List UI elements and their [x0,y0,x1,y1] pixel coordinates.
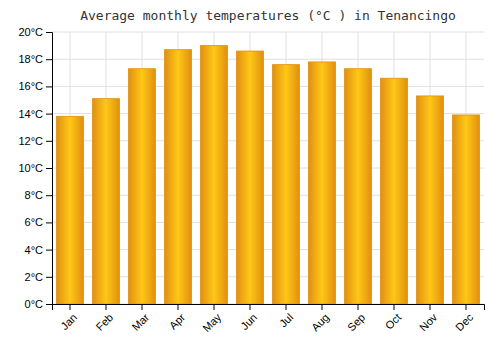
x-tick: May [200,304,224,334]
x-tick-label: Apr [167,311,188,332]
y-tick-label: 12°C [18,135,43,147]
x-tick-mark [250,304,251,310]
x-axis-line [53,305,485,311]
y-tick-label: 16°C [18,80,43,92]
x-tick-label: Jan [58,311,79,332]
y-tick: 20°C [18,26,52,38]
x-tick-label: Mar [129,311,151,333]
y-tick-mark [46,250,52,251]
y-tick-mark [46,277,52,278]
x-tick-mark [142,304,143,310]
y-tick: 2°C [25,271,52,283]
x-tick: Nov [417,304,440,333]
x-tick-mark [394,304,395,310]
x-axis: Jan Feb Mar Apr May Jun Jul Aug Sep Oct Nov Dec [53,304,485,334]
y-tick-label: 4°C [25,244,44,256]
y-tick-mark [46,86,52,87]
x-tick: Dec [453,304,476,333]
y-tick-mark [46,168,52,169]
bar [453,115,480,304]
x-tick: Jul [277,304,295,330]
y-tick-label: 10°C [18,162,43,174]
bar [201,46,228,304]
bar [237,51,264,304]
y-tick: 0°C [25,298,52,310]
x-tick-label: May [200,311,224,335]
bar [273,65,300,304]
x-tick-mark [322,304,323,310]
x-tick: Sep [345,304,367,333]
y-grid-line [52,32,484,33]
x-tick-label: Dec [453,311,476,334]
x-tick-mark [178,304,179,310]
x-tick-label: Nov [417,311,440,334]
y-tick-label: 14°C [18,108,43,120]
title: Average monthly temperatures (°C ) in Te… [80,8,456,23]
y-tick-mark [46,32,52,33]
y-axis-line [46,33,53,305]
y-tick-mark [46,304,52,305]
y-tick: 14°C [18,108,52,120]
y-tick-label: 2°C [25,271,44,283]
y-grid-line [52,59,484,60]
x-tick: Apr [167,304,188,332]
bar [345,69,372,304]
y-tick: 10°C [18,162,52,174]
bar [93,99,120,304]
y-tick: 18°C [18,53,52,65]
x-tick-label: Sep [345,311,367,333]
x-tick-mark [358,304,359,310]
y-tick-label: 20°C [18,26,43,38]
bar [381,78,408,304]
bar [57,116,84,304]
x-tick-mark [286,304,287,310]
bar [309,62,336,304]
x-tick-label: Feb [93,311,115,333]
x-tick-label: Jul [277,311,295,329]
y-axis: 0°C 2°C 4°C 6°C 8°C 10°C 12°C 14°C 16°C 18°C 20°C [18,26,52,310]
chart: 0°C 2°C 4°C 6°C 8°C 10°C 12°C 14°C 16°C 18°C 20°C J… [0,0,500,350]
y-tick: 4°C [25,244,52,256]
x-tick: Mar [129,304,151,333]
y-tick-mark [46,59,52,60]
y-grid-line [52,86,484,87]
x-tick: Aug [309,304,331,333]
y-tick-label: 6°C [25,216,44,228]
grid [52,32,484,304]
x-tick: Feb [93,304,115,333]
bar [165,50,192,304]
x-tick-label: Aug [309,311,331,333]
x-tick: Jun [238,304,259,332]
plot: 0°C 2°C 4°C 6°C 8°C 10°C 12°C 14°C 16°C 18°C 20°C J… [18,26,484,334]
x-tick-mark [106,304,107,310]
x-tick-mark [430,304,431,310]
x-tick-label: Oct [383,311,404,332]
y-tick: 16°C [18,80,52,92]
x-tick-label: Jun [238,311,259,332]
bar [129,69,156,304]
y-tick-mark [46,141,52,142]
y-tick-label: 18°C [18,53,43,65]
x-tick: Oct [383,304,404,332]
bar [417,96,444,304]
x-tick-mark [466,304,467,310]
y-tick: 12°C [18,135,52,147]
y-tick-mark [46,222,52,223]
y-tick-label: 0°C [25,298,44,310]
y-tick: 6°C [25,216,52,228]
y-tick-label: 8°C [25,189,44,201]
y-tick-mark [46,114,52,115]
x-tick-mark [214,304,215,310]
y-tick-mark [46,195,52,196]
y-tick: 8°C [25,189,52,201]
x-tick-mark [70,304,71,310]
x-tick: Jan [58,304,79,332]
bars [57,46,480,304]
